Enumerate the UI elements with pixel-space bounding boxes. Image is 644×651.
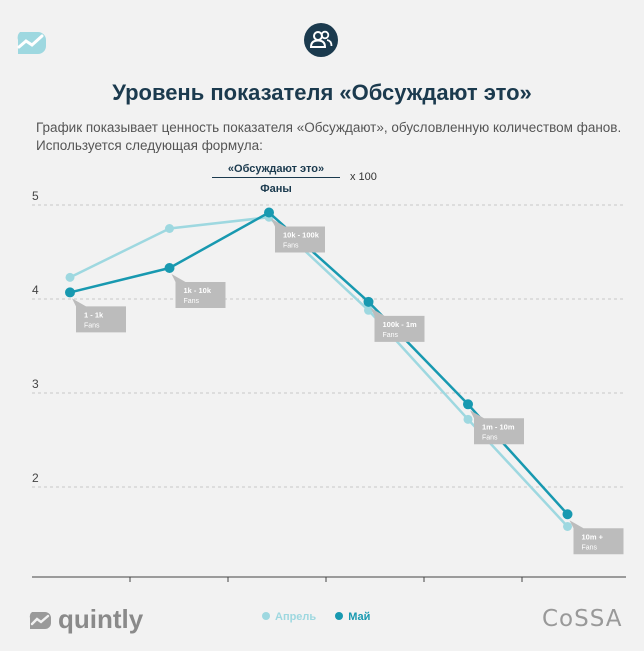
category-callout-bg <box>271 218 325 253</box>
category-callout-bg <box>171 273 226 308</box>
data-point-s1-2 <box>264 207 274 218</box>
data-point-s1-0 <box>65 287 75 298</box>
y-tick-label-5: 5 <box>32 189 39 203</box>
users-icon <box>304 23 338 57</box>
category-label-0: 1 - 1k Fans <box>72 298 126 333</box>
category-label-5: 10m + Fans <box>569 520 624 555</box>
formula-denominator: Фаны <box>260 183 292 195</box>
data-point-s0-4 <box>463 414 473 424</box>
category-unit-text: Fans <box>283 243 299 250</box>
category-label-text: 1k - 10k <box>184 286 212 295</box>
series-line-0 <box>69 215 569 528</box>
category-label-1: 1k - 10k Fans <box>171 273 226 308</box>
data-point-s0-0 <box>65 272 75 282</box>
category-callout-bg <box>569 520 624 555</box>
series-line-1 <box>69 211 569 516</box>
category-unit-text: Fans <box>184 298 200 305</box>
quintly-wordmark: quintly <box>58 604 144 634</box>
data-point-s0-5 <box>563 521 572 531</box>
data-point-s1-3 <box>363 296 374 307</box>
category-label-text: 10m + <box>582 532 604 541</box>
y-tick-label-3: 3 <box>32 377 39 391</box>
category-label-3: 100k - 1m Fans <box>370 307 425 342</box>
data-point-s0-3 <box>364 305 373 315</box>
data-point-s1-4 <box>463 399 473 410</box>
legend-item-april: Апрель <box>262 611 316 623</box>
category-unit-text: Fans <box>84 322 100 329</box>
quintly-brand: quintly <box>28 604 143 638</box>
category-label-text: 100k - 1m <box>383 320 418 329</box>
quintly-logo-top <box>14 30 48 61</box>
data-point-s0-1 <box>165 224 174 233</box>
line-chart: 2 3 4 5 1 - 1k Fans 1k - 10k Fans 10k - 100k Fan… <box>32 189 626 582</box>
y-tick-label-4: 4 <box>32 283 39 297</box>
chart-description: График показывает ценность показателя «О… <box>36 120 622 153</box>
category-unit-text: Fans <box>383 332 399 339</box>
cossa-logo: CoSSA <box>542 606 623 632</box>
category-callout-bg <box>470 410 524 445</box>
category-unit-text: Fans <box>582 544 598 551</box>
formula-numerator: «Обсуждают это» <box>212 163 340 178</box>
category-label-text: 1m - 10m <box>482 422 515 431</box>
x-axis <box>32 576 626 582</box>
y-tick-label-2: 2 <box>32 471 39 485</box>
data-point-s1-5 <box>562 509 573 520</box>
legend: Апрель Май <box>262 611 386 623</box>
grid: 2 3 4 5 <box>32 189 626 488</box>
category-label-4: 1m - 10m Fans <box>470 410 524 445</box>
category-label-text: 10k - 100k <box>283 231 320 240</box>
category-callout-bg <box>370 307 425 342</box>
category-unit-text: Fans <box>482 434 498 441</box>
category-callout-bg <box>72 298 126 333</box>
series-lines <box>65 207 573 531</box>
formula-multiplier: x 100 <box>350 171 377 183</box>
legend-item-may: Май <box>335 611 370 623</box>
category-label-text: 1 - 1k <box>84 310 104 319</box>
data-point-s1-1 <box>164 262 175 273</box>
page-title: Уровень показателя «Обсуждают это» <box>112 80 532 105</box>
quintly-logo-icon <box>28 607 52 638</box>
category-label-2: 10k - 100k Fans <box>271 218 325 253</box>
